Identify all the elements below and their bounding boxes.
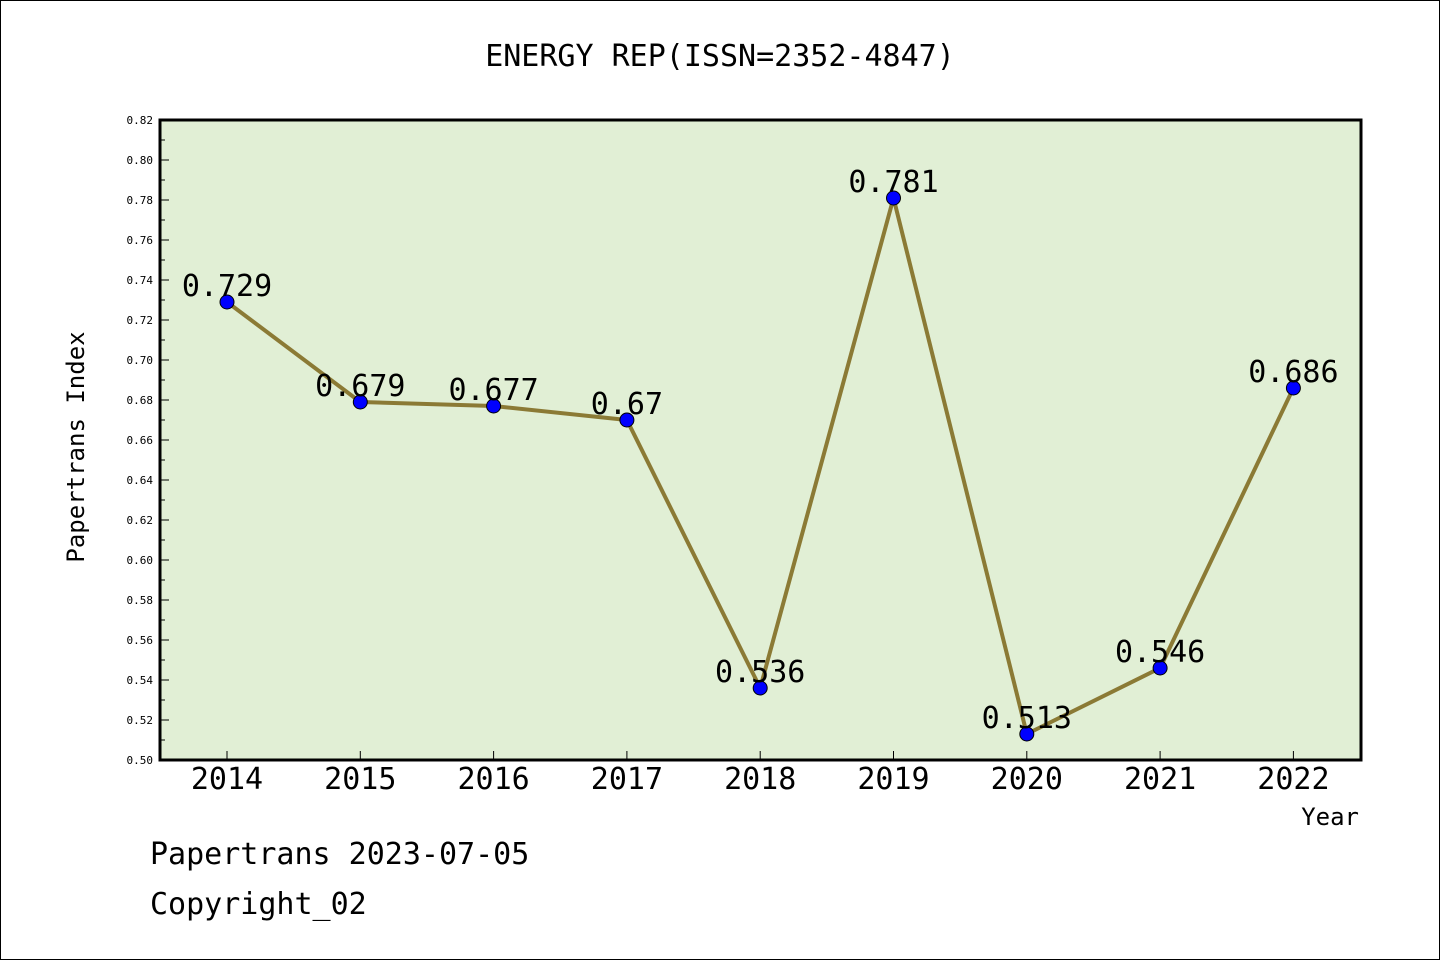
x-tick-label: 2022 bbox=[1257, 762, 1329, 797]
data-label: 0.536 bbox=[715, 655, 805, 690]
x-tick-label: 2016 bbox=[457, 762, 529, 797]
data-label: 0.513 bbox=[982, 701, 1072, 736]
plot-area bbox=[160, 120, 1361, 760]
data-label: 0.686 bbox=[1248, 355, 1338, 390]
data-label: 0.677 bbox=[448, 373, 538, 408]
y-tick-label: 0.82 bbox=[127, 114, 154, 127]
data-point bbox=[1285, 380, 1301, 396]
data-label: 0.67 bbox=[591, 387, 663, 422]
data-point bbox=[752, 680, 768, 696]
data-label: 0.781 bbox=[848, 165, 938, 200]
y-tick-label: 0.50 bbox=[127, 754, 154, 767]
data-point bbox=[1152, 660, 1168, 676]
footer-copyright: Copyright_02 bbox=[150, 887, 367, 922]
y-tick-label: 0.80 bbox=[127, 154, 154, 167]
y-tick-label: 0.66 bbox=[127, 434, 154, 447]
data-point bbox=[352, 394, 368, 410]
y-tick-label: 0.56 bbox=[127, 634, 154, 647]
y-tick-label: 0.58 bbox=[127, 594, 154, 607]
y-tick-label: 0.78 bbox=[127, 194, 154, 207]
x-tick-label: 2017 bbox=[591, 762, 663, 797]
y-tick-label: 0.62 bbox=[127, 514, 154, 527]
chart-title: ENERGY REP(ISSN=2352-4847) bbox=[485, 39, 955, 74]
x-tick-label: 2015 bbox=[324, 762, 396, 797]
plot-border bbox=[158, 118, 1363, 762]
data-point bbox=[619, 412, 635, 428]
y-tick-label: 0.54 bbox=[127, 674, 154, 687]
y-tick-label: 0.70 bbox=[127, 354, 154, 367]
x-axis-title: Year bbox=[1301, 803, 1359, 831]
y-tick-label: 0.74 bbox=[127, 274, 154, 287]
x-tick-label: 2020 bbox=[991, 762, 1063, 797]
x-tick-label: 2014 bbox=[191, 762, 263, 797]
y-tick-label: 0.60 bbox=[127, 554, 154, 567]
y-tick-label: 0.76 bbox=[127, 234, 154, 247]
y-axis-ticks: 0.50 0.52 0.54 0.56 0.58 0.60 0.62 0.64 0.66 0.68… bbox=[127, 114, 169, 767]
data-label: 0.729 bbox=[182, 269, 272, 304]
y-tick-label: 0.64 bbox=[127, 474, 154, 487]
x-tick-label: 2021 bbox=[1124, 762, 1196, 797]
x-tick-label: 2018 bbox=[724, 762, 796, 797]
data-point bbox=[1019, 726, 1035, 742]
y-tick-label: 0.72 bbox=[127, 314, 154, 327]
data-point bbox=[219, 294, 235, 310]
y-tick-label: 0.52 bbox=[127, 714, 154, 727]
x-tick-label: 2019 bbox=[857, 762, 929, 797]
data-point bbox=[886, 190, 901, 206]
series-layer: 0.729 0.679 0.677 0.67 0.536 0.781 0.513 0.546 0… bbox=[182, 165, 1339, 742]
x-axis-ticks: 2014 2015 2016 2017 2018 2019 2020 2021 2022 bbox=[191, 751, 1330, 797]
y-axis-title: Papertrans Index bbox=[62, 331, 90, 562]
data-label: 0.679 bbox=[315, 369, 405, 404]
data-point bbox=[486, 398, 502, 414]
footer-date: Papertrans 2023-07-05 bbox=[150, 837, 529, 872]
y-tick-label: 0.68 bbox=[127, 394, 154, 407]
data-label: 0.546 bbox=[1115, 635, 1205, 670]
